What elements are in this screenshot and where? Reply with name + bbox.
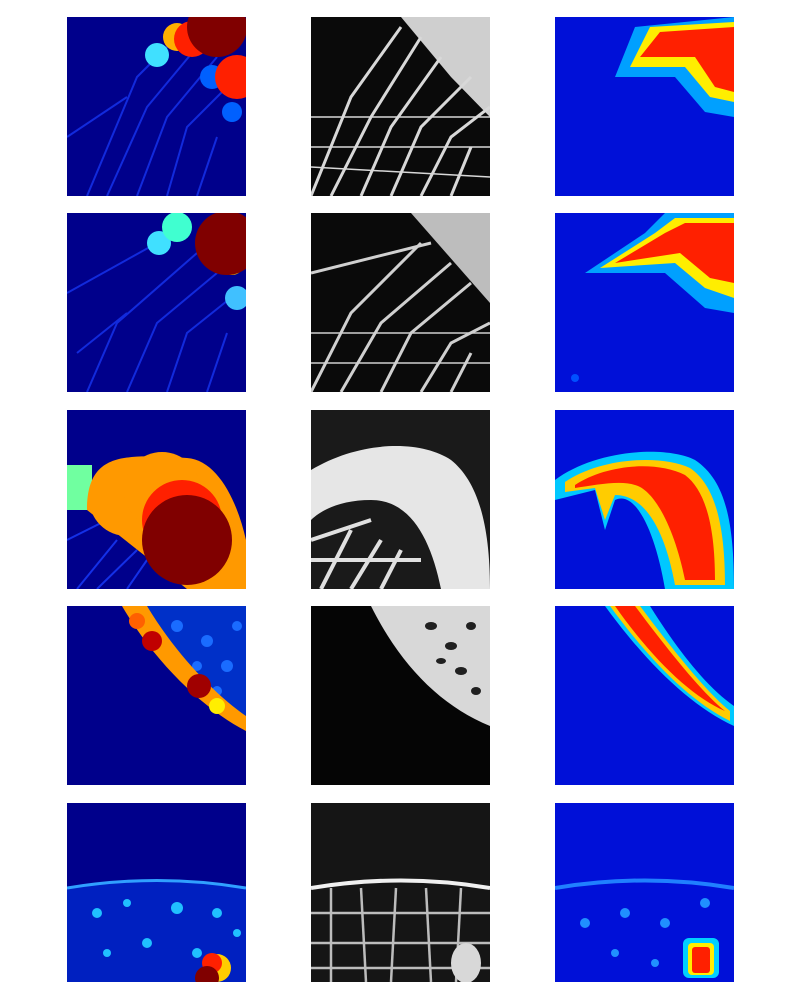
tile-r5-grayscale: [311, 803, 490, 982]
tile-r4-prediction: [555, 606, 734, 785]
jet-prediction-image: [555, 606, 734, 785]
tile-r4-overlay: [67, 606, 246, 785]
jet-overlay-image: [67, 17, 246, 196]
jet-overlay-image: [67, 803, 246, 982]
tile-r3-overlay: [67, 410, 246, 589]
tile-r3-prediction: [555, 410, 734, 589]
jet-prediction-image: [555, 17, 734, 196]
tile-r2-grayscale: [311, 213, 490, 392]
tile-r2-overlay: [67, 213, 246, 392]
tile-r5-prediction: [555, 803, 734, 982]
tile-r3-grayscale: [311, 410, 490, 589]
tile-r5-overlay: [67, 803, 246, 982]
jet-prediction-image: [555, 803, 734, 982]
grayscale-image: [311, 410, 490, 589]
jet-overlay-image: [67, 213, 246, 392]
jet-overlay-image: [67, 606, 246, 785]
grayscale-image: [311, 803, 490, 982]
jet-prediction-image: [555, 213, 734, 392]
grayscale-image: [311, 17, 490, 196]
jet-prediction-image: [555, 410, 734, 589]
tile-r1-overlay: [67, 17, 246, 196]
tile-r1-prediction: [555, 17, 734, 196]
grayscale-image: [311, 213, 490, 392]
grayscale-image: [311, 606, 490, 785]
tile-r1-grayscale: [311, 17, 490, 196]
tile-r2-prediction: [555, 213, 734, 392]
tile-r4-grayscale: [311, 606, 490, 785]
jet-overlay-image: [67, 410, 246, 589]
